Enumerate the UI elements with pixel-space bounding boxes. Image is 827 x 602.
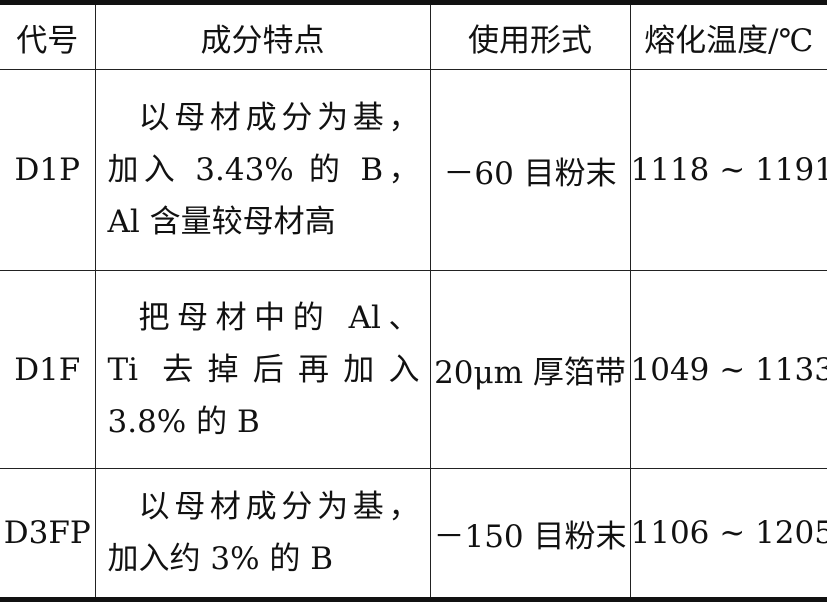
table-row: D1F 把母材中的 Al、 Ti 去掉后再加入 3.8% 的 B 20μm 厚箔…	[0, 270, 827, 469]
feature-line: 3.8% 的 B	[107, 403, 260, 440]
cell-melting: 1118 ~ 1191	[629, 69, 827, 271]
feature-line: Al 含量较母材高	[107, 204, 336, 240]
cell-code: D1P	[0, 69, 96, 271]
feature-line: 以母材成分为基，	[138, 489, 420, 525]
cell-features: 把母材中的 Al、 Ti 去掉后再加入 3.8% 的 B	[94, 270, 431, 469]
cell-features: 以母材成分为基， 加入约 3% 的 B	[94, 468, 431, 602]
feature-line: 加入 3.43% 的 B，	[107, 152, 420, 188]
cell-code: D1F	[0, 270, 96, 469]
cell-form: －150 目粉末	[429, 468, 631, 602]
header-row: 代号 成分特点 使用形式 熔化温度/℃	[0, 0, 827, 70]
header-features: 成分特点	[94, 0, 431, 70]
cell-code: D3FP	[0, 468, 96, 602]
cell-melting: 1049 ~ 1133	[629, 270, 827, 469]
table-row: D3FP 以母材成分为基， 加入约 3% 的 B －150 目粉末 1106 ~…	[0, 468, 827, 602]
table-row: D1P 以母材成分为基， 加入 3.43% 的 B， Al 含量较母材高 －60…	[0, 69, 827, 271]
header-melting: 熔化温度/℃	[629, 0, 827, 70]
cell-features: 以母材成分为基， 加入 3.43% 的 B， Al 含量较母材高	[94, 69, 431, 271]
feature-line: 加入约 3% 的 B	[107, 541, 334, 577]
cell-melting: 1106 ~ 1205	[629, 468, 827, 602]
cell-form: 20μm 厚箔带	[429, 270, 631, 469]
cell-form: －60 目粉末	[429, 69, 631, 271]
header-code: 代号	[0, 0, 96, 70]
feature-line: 以母材成分为基，	[138, 100, 420, 136]
feature-line: 把母材中的 Al、	[138, 299, 420, 336]
feature-line: Ti 去掉后再加入	[107, 351, 420, 388]
header-form: 使用形式	[429, 0, 631, 70]
